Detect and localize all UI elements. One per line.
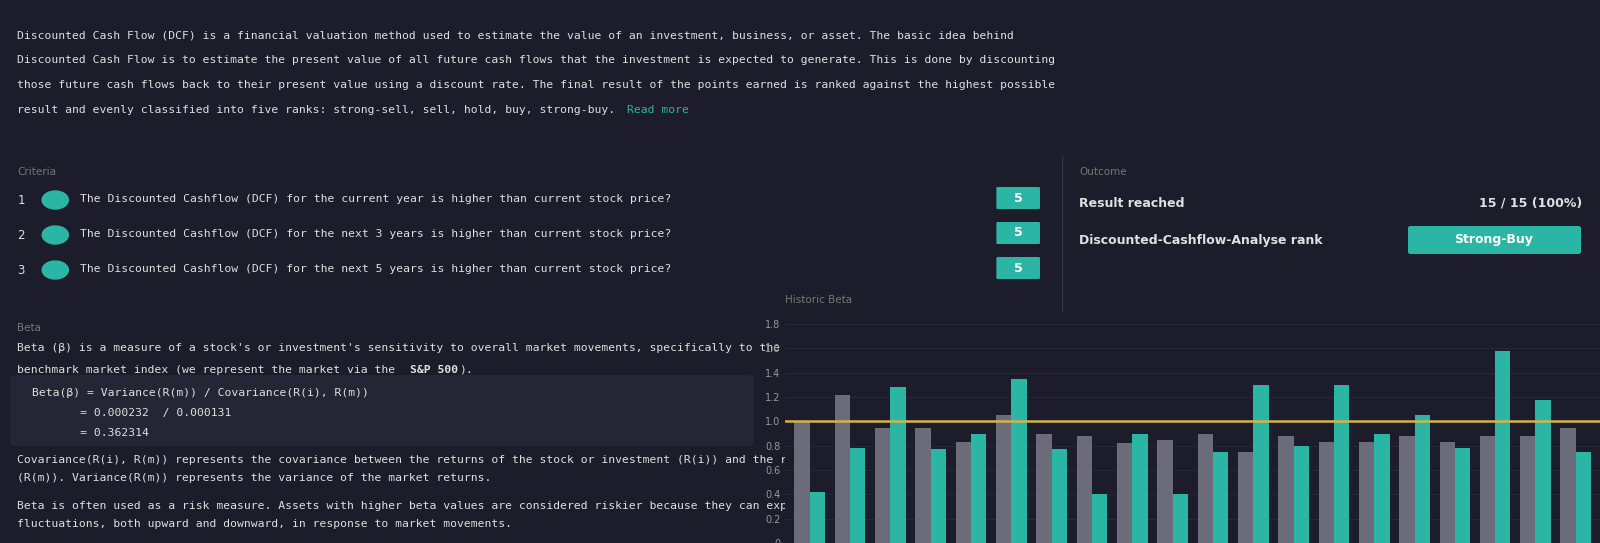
Bar (1091, 494, 1107, 543)
Text: The Discounted Cashflow (DCF) for the current year is higher than current stock : The Discounted Cashflow (DCF) for the cu… (80, 194, 672, 204)
Bar (1480, 436, 1494, 543)
FancyBboxPatch shape (1408, 226, 1581, 254)
Bar (1576, 452, 1590, 543)
Bar (850, 448, 866, 543)
Text: 15 / 15 (100%): 15 / 15 (100%) (1480, 197, 1582, 210)
Text: The Discounted Cashflow (DCF) for the next 3 years is higher than current stock : The Discounted Cashflow (DCF) for the ne… (80, 229, 672, 239)
Text: Covariance(R(i), R(m)) represents the covariance between the returns of the stoc: Covariance(R(i), R(m)) represents the co… (18, 455, 925, 465)
Circle shape (42, 261, 69, 279)
Bar (1358, 442, 1374, 543)
Text: = 0.000232  / 0.000131: = 0.000232 / 0.000131 (32, 408, 232, 418)
Bar (1334, 385, 1349, 543)
Bar (1117, 443, 1133, 543)
Bar (1278, 436, 1293, 543)
Bar (1374, 433, 1389, 543)
Text: ✓: ✓ (51, 265, 59, 275)
Text: benchmark market index (we represent the market via the: benchmark market index (we represent the… (18, 365, 403, 375)
Bar (1133, 433, 1147, 543)
Text: 2: 2 (18, 229, 26, 242)
Bar (1293, 446, 1309, 543)
Text: 5: 5 (1014, 262, 1022, 275)
Text: (R(m)). Variance(R(m)) represents the variance of the market returns.: (R(m)). Variance(R(m)) represents the va… (18, 473, 491, 483)
Text: fluctuations, both upward and downward, in response to market movements.: fluctuations, both upward and downward, … (18, 519, 512, 529)
Circle shape (42, 226, 69, 244)
Bar (1454, 448, 1470, 543)
Text: Discounted-Cashflow-Analyse rank: Discounted-Cashflow-Analyse rank (1080, 234, 1323, 247)
Bar (1398, 436, 1414, 543)
Bar (794, 421, 810, 543)
Text: Criteria: Criteria (18, 167, 56, 177)
Bar (1051, 450, 1067, 543)
Text: 1: 1 (18, 194, 26, 207)
Text: Read more: Read more (627, 105, 690, 115)
Bar (1536, 400, 1550, 543)
Bar (1560, 427, 1576, 543)
Bar (1414, 415, 1430, 543)
Text: = 0.362314: = 0.362314 (32, 428, 149, 438)
Text: 5: 5 (1014, 226, 1022, 239)
Text: The Discounted Cashflow (DCF) for the next 5 years is higher than current stock : The Discounted Cashflow (DCF) for the ne… (80, 264, 672, 274)
Bar (1238, 452, 1253, 543)
Bar (1197, 433, 1213, 543)
Text: Beta (β) is a measure of a stock's or investment's sensitivity to overall market: Beta (β) is a measure of a stock's or in… (18, 343, 883, 353)
Text: Beta(β) = Variance(R(m)) / Covariance(R(i), R(m)): Beta(β) = Variance(R(m)) / Covariance(R(… (32, 388, 370, 398)
Bar (1318, 442, 1334, 543)
FancyBboxPatch shape (10, 375, 754, 446)
FancyBboxPatch shape (997, 222, 1040, 244)
Bar (1077, 436, 1091, 543)
Text: Beta is often used as a risk measure. Assets with higher beta values are conside: Beta is often used as a risk measure. As… (18, 501, 925, 511)
Bar (1173, 494, 1187, 543)
Bar (1011, 379, 1027, 543)
FancyBboxPatch shape (997, 257, 1040, 279)
Bar (955, 442, 971, 543)
Text: ).: ). (459, 365, 474, 375)
Text: Discounted Cash Flow is to estimate the present value of all future cash flows t: Discounted Cash Flow is to estimate the … (18, 55, 1056, 65)
Circle shape (42, 191, 69, 209)
Bar (971, 433, 986, 543)
Text: Outcome: Outcome (1080, 167, 1126, 177)
Bar (1253, 385, 1269, 543)
Text: ✓: ✓ (51, 230, 59, 240)
Bar (1157, 440, 1173, 543)
Bar (1037, 433, 1051, 543)
Bar (1440, 442, 1454, 543)
Bar (915, 427, 931, 543)
Bar (875, 427, 890, 543)
FancyBboxPatch shape (997, 187, 1040, 209)
Bar (890, 387, 906, 543)
Bar (1494, 351, 1510, 543)
Bar (931, 450, 946, 543)
Bar (995, 415, 1011, 543)
Text: ✓: ✓ (51, 195, 59, 205)
Text: S&P 500: S&P 500 (410, 365, 458, 375)
Text: Beta: Beta (18, 323, 42, 333)
Text: Result reached: Result reached (1080, 197, 1184, 210)
Text: result and evenly classified into five ranks: strong-sell, sell, hold, buy, stro: result and evenly classified into five r… (18, 105, 622, 115)
Text: 3: 3 (18, 264, 26, 277)
Bar (1520, 436, 1536, 543)
Text: Discounted Cash Flow (DCF) is a financial valuation method used to estimate the : Discounted Cash Flow (DCF) is a financia… (18, 30, 1014, 40)
Bar (810, 492, 826, 543)
Bar (835, 395, 850, 543)
Text: those future cash flows back to their present value using a discount rate. The f: those future cash flows back to their pr… (18, 80, 1056, 90)
Text: Historic Beta: Historic Beta (786, 295, 853, 305)
Bar (1213, 452, 1229, 543)
Text: 5: 5 (1014, 192, 1022, 205)
Text: Strong-Buy: Strong-Buy (1454, 233, 1533, 247)
